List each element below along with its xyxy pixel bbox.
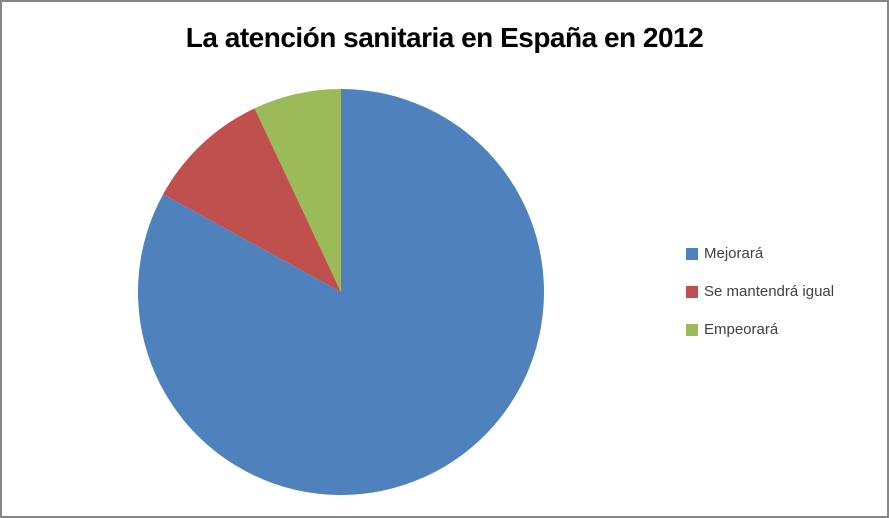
legend-label: Mejorará <box>704 245 764 262</box>
legend-swatch-icon <box>686 247 698 260</box>
legend-item: Mejorará <box>686 245 834 262</box>
pie-slice-3 <box>254 89 341 292</box>
legend-swatch-icon <box>686 285 698 298</box>
pie-slice-2 <box>163 108 341 292</box>
legend-swatch-icon <box>686 323 698 336</box>
legend-item: Se mantendrá igual <box>686 283 834 300</box>
legend-label: Se mantendrá igual <box>704 283 835 300</box>
legend-label: Empeorará <box>704 321 779 338</box>
legend: Mejorará Se mantendrá igual Empeorará <box>686 245 834 359</box>
legend-item: Empeorará <box>686 321 834 338</box>
pie-slice-1 <box>137 89 544 495</box>
chart-title: La atención sanitaria en España en 2012 <box>185 22 704 53</box>
